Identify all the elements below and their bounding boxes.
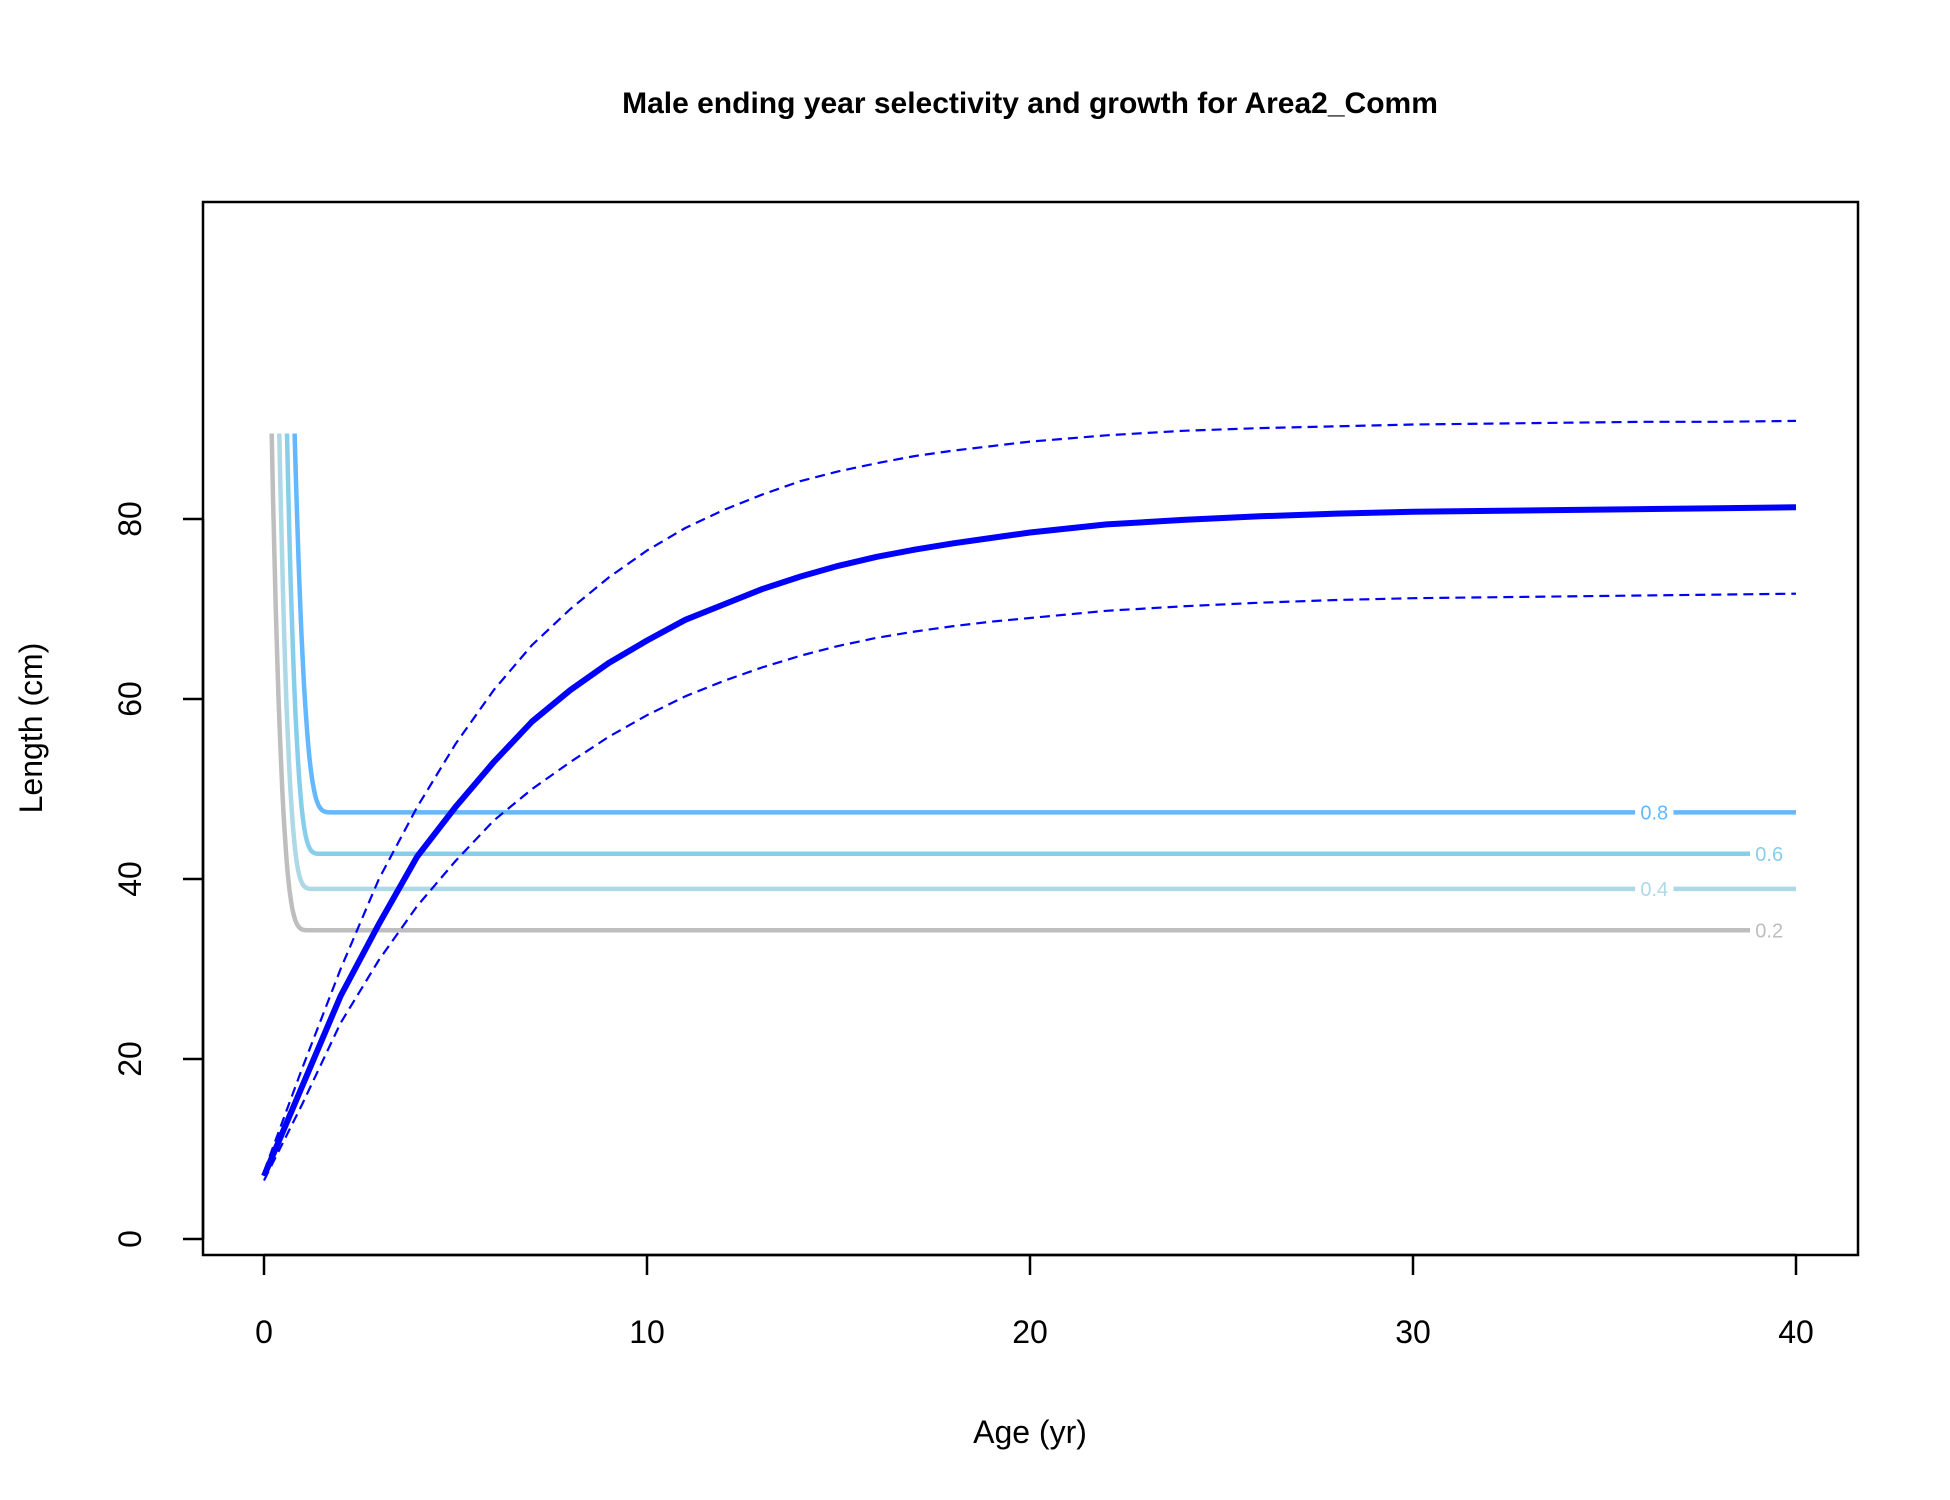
y-tick-label: 20 — [112, 1041, 148, 1077]
x-tick-label: 30 — [1395, 1314, 1431, 1350]
y-tick-label: 0 — [112, 1230, 148, 1248]
x-tick-label: 40 — [1778, 1314, 1814, 1350]
chart-title: Male ending year selectivity and growth … — [622, 87, 1438, 120]
y-tick-label: 40 — [112, 861, 148, 897]
selectivity-contour-0.2 — [269, 433, 1750, 933]
x-axis-title: Age (yr) — [973, 1414, 1087, 1450]
selectivity-contour-0.8 — [292, 433, 1636, 815]
growth-upper-dashed — [262, 419, 1797, 1172]
growth-lower-dashed — [263, 592, 1797, 1181]
contour-label-0.4: 0.4 — [1640, 879, 1668, 901]
x-tick-label: 20 — [1012, 1314, 1048, 1350]
growth-mean-line — [261, 504, 1797, 1178]
plot-area: 0.2 0.4 0.6 0.8 — [261, 419, 1797, 1181]
x-tick-label: 10 — [629, 1314, 665, 1350]
contour-label-0.2: 0.2 — [1755, 920, 1783, 942]
y-axis: 0 20 40 60 80 — [112, 501, 205, 1248]
y-tick-label: 60 — [112, 681, 148, 717]
plot-frame — [201, 200, 1860, 1257]
y-tick-label: 80 — [112, 501, 148, 537]
selectivity-contour-0.4 — [277, 433, 1636, 892]
y-axis-title: Length (cm) — [13, 643, 49, 814]
contour-label-0.6: 0.6 — [1755, 844, 1783, 866]
x-tick-label: 0 — [255, 1314, 273, 1350]
contour-label-0.8: 0.8 — [1640, 802, 1668, 824]
selectivity-contour-0.6 — [284, 433, 1750, 857]
x-axis: 0 10 20 30 40 — [255, 1253, 1814, 1350]
